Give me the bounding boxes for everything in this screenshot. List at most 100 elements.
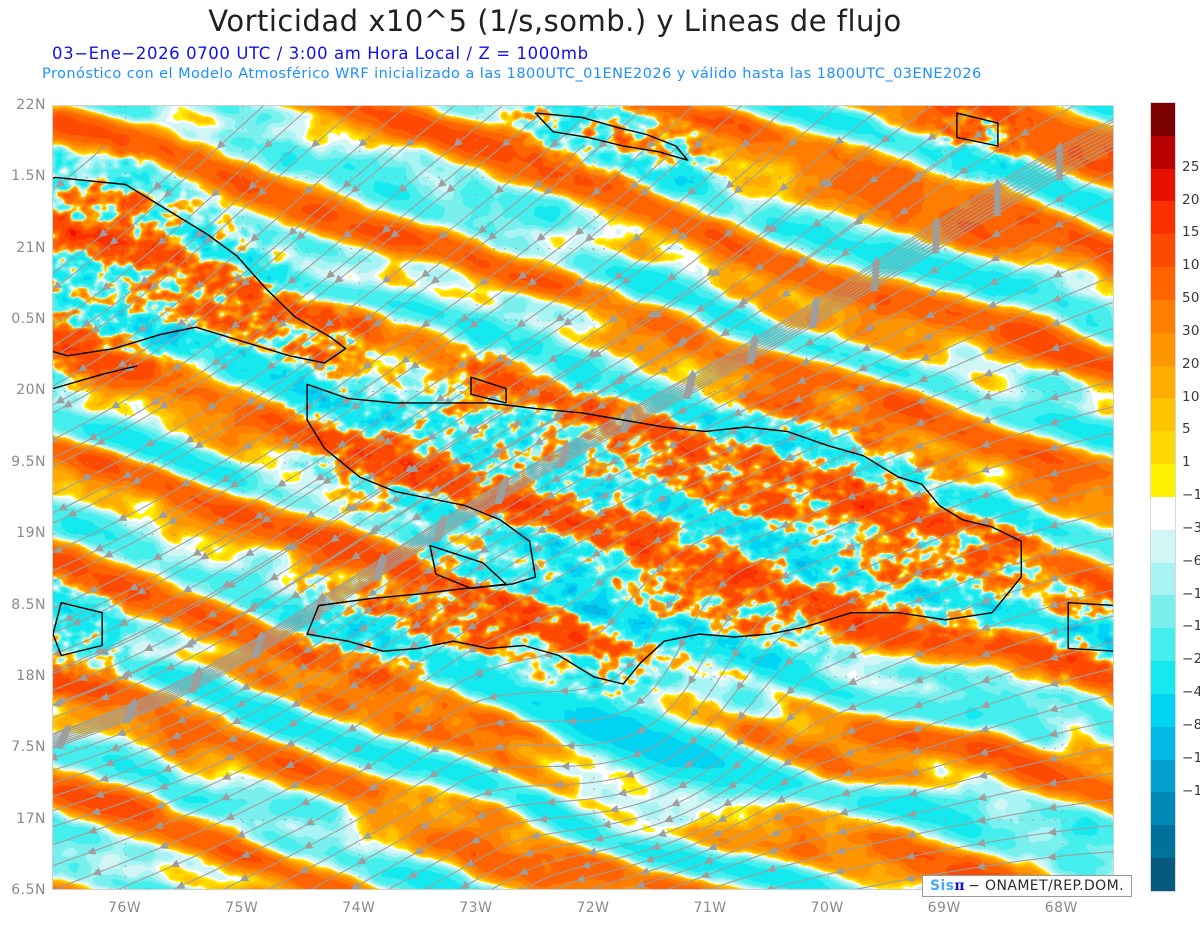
streamline-arrow-icon (246, 396, 256, 405)
colorbar-tick-label: 200 (1182, 191, 1200, 208)
streamline-arrow-icon (861, 343, 871, 352)
streamline-arrow-icon (657, 829, 667, 838)
streamline-arrow-icon (1048, 729, 1058, 738)
streamline-arrow-icon (206, 401, 217, 410)
streamline-arrow-icon (853, 216, 864, 226)
streamline-arrow-icon (725, 180, 735, 189)
streamline-arrow-icon (543, 649, 553, 659)
streamline-arrow-icon (195, 279, 205, 289)
streamline-arrow-icon (407, 684, 418, 693)
streamline-arrow-icon (596, 508, 606, 517)
streamline-arrow-icon (1047, 778, 1057, 787)
streamline-arrow-icon (550, 138, 560, 148)
streamline-arrow-icon (311, 138, 321, 148)
colorbar-segment (1151, 693, 1175, 727)
streamline-arrow-icon (266, 360, 277, 370)
streamline-arrow-icon (992, 204, 1002, 213)
longitude-tick-label: 71W (693, 900, 727, 916)
streamline-arrow-icon (1054, 144, 1064, 153)
streamline-arrow-icon (834, 136, 844, 145)
colorbar[interactable] (1150, 102, 1176, 892)
streamline-arrow-icon (139, 275, 150, 285)
streamline-arrow-icon (250, 650, 260, 659)
streamline-arrow-icon (418, 583, 429, 592)
streamline-arrow-icon (358, 623, 369, 632)
streamline-arrow-icon (248, 180, 258, 190)
streamline-group (53, 106, 1113, 889)
streamline-arrow-icon (975, 862, 985, 871)
streamline-arrow-icon (368, 782, 378, 791)
streamline-arrow-icon (239, 873, 250, 882)
streamline-arrow-icon (679, 639, 688, 649)
streamline-arrow-icon (684, 759, 694, 768)
streamline-arrow-icon (1047, 803, 1057, 812)
streamline-arrow-icon (53, 280, 63, 290)
streamline-arrow-icon (145, 438, 155, 447)
streamline-arrow-icon (992, 196, 1002, 205)
streamline-arrow-icon (512, 418, 523, 427)
streamline-arrow-icon (635, 696, 645, 705)
streamline-arrow-icon (842, 768, 853, 777)
streamline-arrow-icon (958, 165, 969, 175)
streamline-arrow-icon (844, 748, 855, 757)
streamline-arrow-icon (315, 472, 325, 481)
streamline-arrow-icon (1047, 827, 1057, 837)
streamline-arrow-icon (784, 656, 794, 666)
subtitle-valid-time: 03−Ene−2026 0700 UTC / 3:00 am Hora Loca… (52, 44, 589, 63)
streamline-arrow-icon (581, 860, 591, 869)
streamline (53, 106, 695, 554)
streamline-arrow-icon (847, 677, 858, 686)
streamline-arrow-icon (1049, 417, 1059, 426)
streamline-arrow-icon (990, 253, 1001, 262)
map-plot-area[interactable] (52, 105, 1114, 890)
streamline-arrow-icon (94, 543, 104, 552)
streamline-arrow-icon (367, 587, 378, 597)
streamline-arrow-icon (288, 718, 298, 727)
streamline-arrow-icon (451, 456, 461, 465)
streamline-arrow-icon (807, 320, 818, 329)
streamline-arrow-icon (1054, 172, 1065, 181)
streamline-arrow-icon (88, 432, 98, 441)
streamline-arrow-icon (211, 188, 221, 198)
streamline-arrow-icon (929, 265, 939, 274)
streamline-arrow-icon (192, 547, 202, 556)
streamline-arrow-icon (269, 572, 279, 581)
streamline-arrow-icon (241, 277, 251, 287)
colorbar-segment (1151, 628, 1175, 662)
streamline-arrow-icon (493, 496, 503, 505)
streamline-arrow-icon (625, 770, 635, 779)
colorbar-tick-label: −3 (1182, 519, 1200, 536)
streamline-arrow-icon (587, 847, 597, 856)
streamline-arrow-icon (912, 515, 923, 524)
streamline (53, 106, 360, 358)
streamline-arrow-icon (782, 474, 793, 482)
streamline-arrow-icon (915, 418, 925, 427)
colorbar-tick-label: 10 (1182, 388, 1200, 405)
streamline-arrow-icon (366, 471, 377, 480)
streamline-arrow-icon (185, 434, 195, 443)
streamline-arrow-icon (465, 425, 475, 434)
colorbar-tick-label: −12 (1182, 585, 1200, 602)
streamline-arrow-icon (780, 571, 790, 579)
streamline-arrow-icon (847, 468, 857, 477)
streamline-arrow-icon (430, 275, 440, 284)
streamline-arrow-icon (285, 760, 295, 768)
streamline-arrow-icon (625, 659, 635, 669)
streamline-arrow-icon (609, 804, 619, 814)
coastline (470, 376, 507, 404)
streamline-arrow-icon (696, 304, 706, 313)
streamline-arrow-icon (736, 300, 746, 309)
streamline-arrow-icon (678, 231, 688, 240)
colorbar-segment (1151, 168, 1175, 202)
streamline-arrow-icon (766, 864, 776, 873)
streamline-arrow-icon (779, 777, 789, 786)
streamline-arrow-icon (410, 360, 420, 370)
streamline-arrow-icon (687, 186, 697, 196)
streamline-arrow-icon (976, 815, 986, 825)
streamline-arrow-icon (429, 488, 439, 497)
streamline-arrow-icon (546, 797, 555, 807)
streamline-arrow-icon (1054, 164, 1065, 173)
streamline-arrow-icon (618, 425, 629, 434)
organization-text: − ONAMET/REP.DOM. (968, 878, 1124, 894)
streamline-arrow-icon (1019, 127, 1030, 136)
